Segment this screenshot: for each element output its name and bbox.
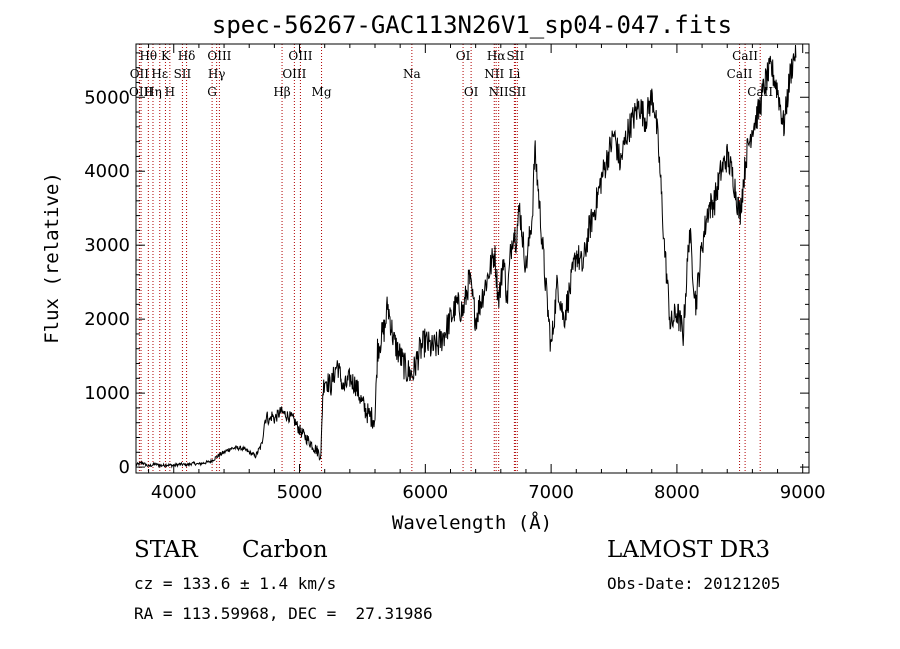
line-label-2: OIII xyxy=(129,85,153,99)
spectral-line-markers xyxy=(138,44,761,473)
line-label-20: NII xyxy=(484,67,504,81)
y-axis-label: Flux (relative) xyxy=(41,172,63,344)
chart-title: spec-56267-GAC113N26V1_sp04-047.fits xyxy=(212,11,732,39)
line-label-11: G xyxy=(207,85,217,99)
line-label-26: CaII xyxy=(727,67,753,81)
line-label-13: OIII xyxy=(288,49,312,63)
line-label-25: CaII xyxy=(732,49,758,63)
coordinates: RA = 113.59968, DEC = 27.31986 xyxy=(134,604,433,623)
line-label-16: Na xyxy=(403,67,421,81)
redshift-velocity: cz = 133.6 ± 1.4 km/s xyxy=(134,574,337,593)
line-label-4: Hη xyxy=(144,85,162,99)
line-label-10: Hγ xyxy=(208,67,226,81)
line-label-27: CaII xyxy=(747,85,773,99)
line-label-15: Mg xyxy=(312,85,332,99)
x-tick-label-4: 8000 xyxy=(654,482,700,503)
line-label-5: K xyxy=(161,49,171,63)
line-label-17: OI xyxy=(456,49,471,63)
line-label-12: Hβ xyxy=(273,85,290,99)
line-label-0: Hθ xyxy=(139,49,157,63)
x-tick-label-2: 6000 xyxy=(402,482,448,503)
x-tick-label-0: 4000 xyxy=(151,482,197,503)
y-tick-label-3: 3000 xyxy=(84,235,130,256)
y-tick-label-2: 2000 xyxy=(84,309,130,330)
y-tick-label-5: 5000 xyxy=(84,87,130,108)
x-axis: 4000 5000 6000 7000 8000 9000 xyxy=(148,44,826,503)
object-subclass: Carbon xyxy=(242,537,328,563)
line-label-8: Hδ xyxy=(178,49,196,63)
y-axis: 0 1000 2000 3000 4000 5000 xyxy=(84,52,809,478)
line-label-18: OI xyxy=(464,85,479,99)
line-label-22: SII xyxy=(507,49,525,63)
line-label-3: Hε xyxy=(151,67,168,81)
x-tick-label-1: 5000 xyxy=(277,482,323,503)
observation-date: Obs-Date: 20121205 xyxy=(607,574,781,593)
y-tick-label-4: 4000 xyxy=(84,161,130,182)
line-label-21: NII xyxy=(489,85,509,99)
line-label-1: OII xyxy=(130,67,150,81)
line-label-19: Hα xyxy=(487,49,506,63)
line-label-23: Li xyxy=(508,67,520,81)
line-label-6: H xyxy=(165,85,175,99)
line-label-14: OIII xyxy=(282,67,306,81)
line-label-9: OIII xyxy=(207,49,231,63)
plot-frame xyxy=(135,43,810,474)
x-axis-label: Wavelength (Å) xyxy=(392,511,552,534)
y-tick-label-0: 0 xyxy=(119,457,130,478)
x-tick-label-5: 9000 xyxy=(780,482,826,503)
spectrum-line xyxy=(135,44,797,469)
survey-name: LAMOST DR3 xyxy=(607,537,771,563)
y-tick-label-1: 1000 xyxy=(84,383,130,404)
spectral-line-labels: Hθ OII OIII Hε Hη K H SII Hδ OIII Hγ G Hβ OIII OIII Mg N… xyxy=(129,49,773,99)
x-tick-label-3: 7000 xyxy=(528,482,574,503)
line-label-24: SII xyxy=(508,85,526,99)
line-label-7: SII xyxy=(174,67,192,81)
object-class: STAR xyxy=(134,537,198,563)
